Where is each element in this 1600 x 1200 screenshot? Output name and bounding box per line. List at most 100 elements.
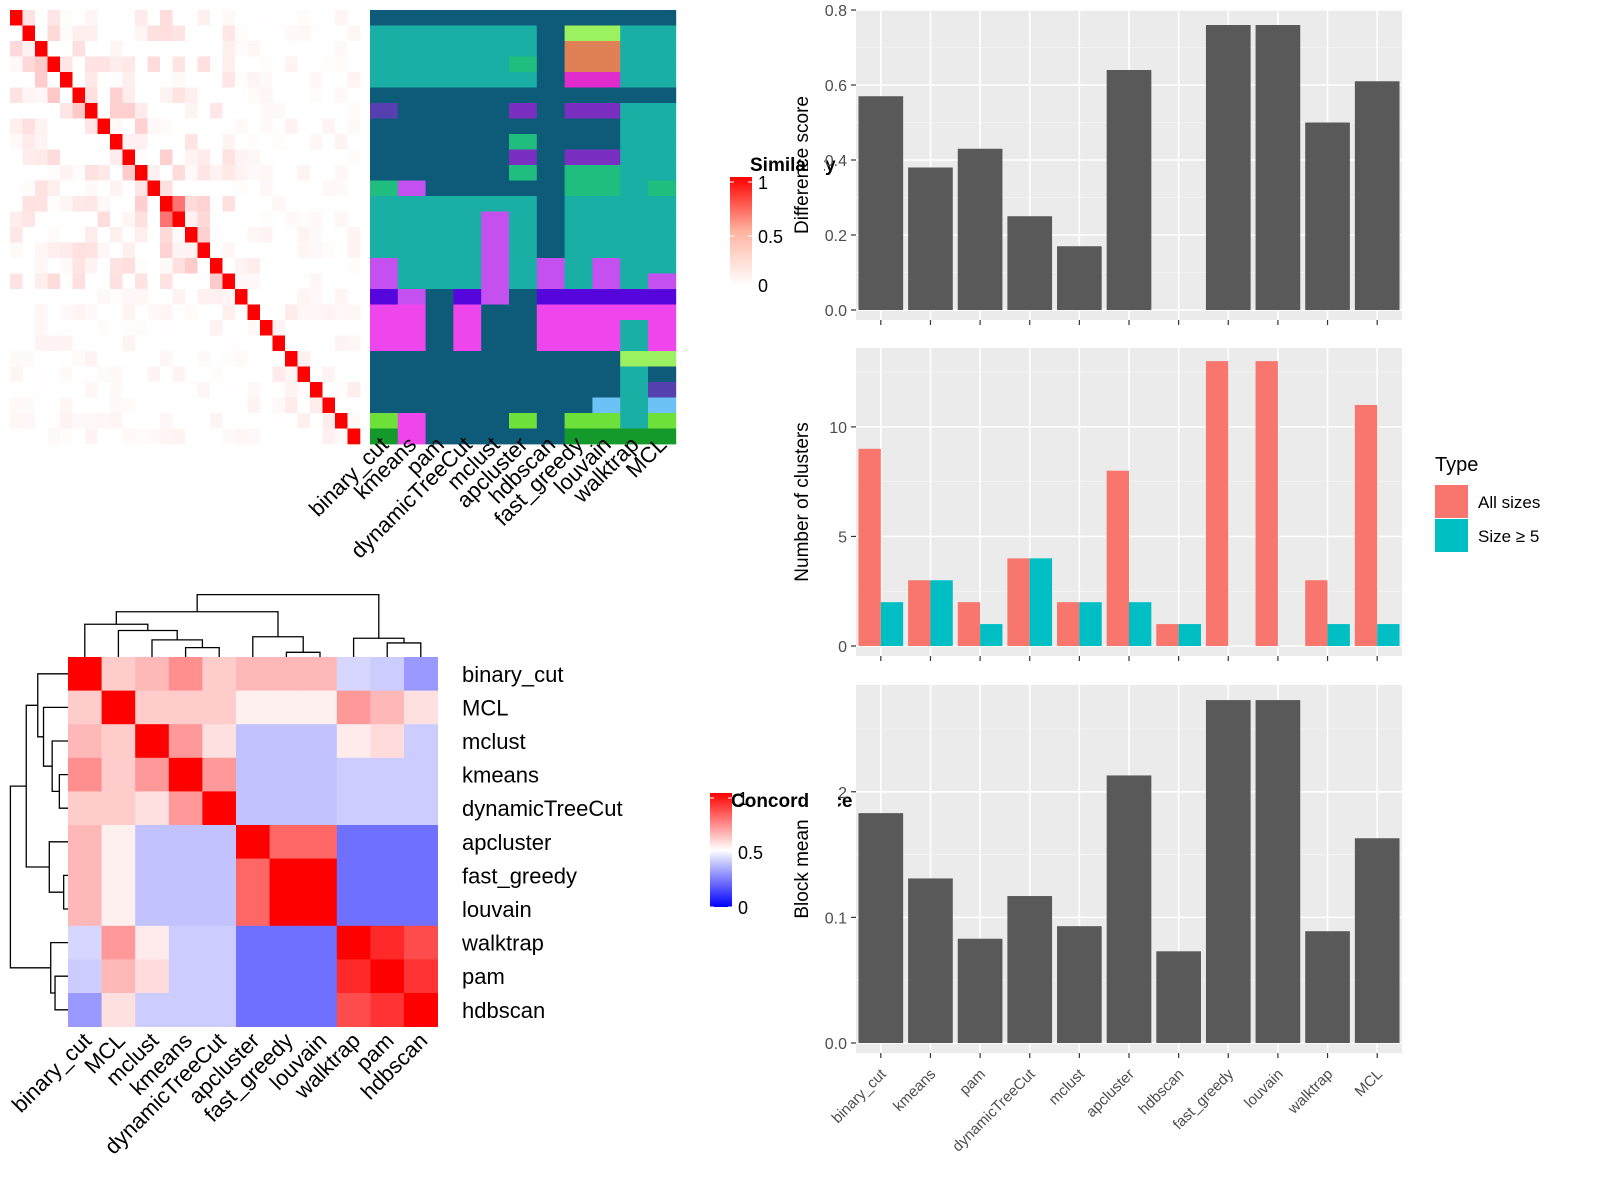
similarity-cell [172, 211, 186, 228]
cluster-cell [620, 397, 649, 414]
similarity-cell [135, 242, 148, 259]
cluster-cell [370, 366, 399, 383]
similarity-cell [297, 196, 311, 212]
similarity-cell [185, 103, 198, 119]
cluster-cell [564, 118, 593, 135]
bar [1178, 624, 1201, 647]
similarity-cell [272, 87, 286, 104]
similarity-cell [122, 10, 136, 26]
bar [1057, 926, 1102, 1043]
similarity-cell [60, 397, 73, 414]
similarity-cell [285, 72, 298, 88]
cluster-cell [481, 134, 510, 150]
concordance-legend-bar [710, 793, 732, 907]
concordance-cell [68, 993, 102, 1027]
similarity-cell [310, 227, 323, 243]
cluster-cell [509, 351, 538, 367]
similarity-cell [235, 351, 248, 367]
similarity-cell [310, 56, 323, 73]
similarity-cell [72, 242, 86, 259]
cluster-cell [397, 413, 426, 429]
similarity-cell [97, 320, 111, 336]
cluster-cell [397, 227, 426, 243]
cluster-cell [370, 382, 399, 398]
similarity-cell [347, 180, 361, 197]
similarity-cell [172, 56, 186, 73]
similarity-cell [10, 118, 23, 135]
similarity-cell [47, 242, 61, 259]
cluster-cell [564, 196, 593, 212]
bar [957, 148, 1003, 310]
similarity-cell [322, 56, 336, 73]
similarity-cell [60, 382, 73, 398]
cluster-cell [648, 304, 677, 321]
similarity-cell [247, 25, 261, 42]
similarity-cell [172, 196, 186, 212]
similarity-cell [347, 118, 361, 135]
concordance-cell [370, 825, 405, 859]
similarity-cell [260, 397, 273, 414]
similarity-cell [235, 10, 248, 26]
similarity-cell [72, 273, 86, 290]
legend-clip [808, 140, 824, 200]
similarity-cell [347, 413, 361, 429]
cluster-cell [592, 72, 621, 88]
similarity-cell [335, 134, 348, 150]
similarity-cell [197, 351, 211, 367]
concordance-cell [168, 825, 203, 859]
concordance-cell [236, 724, 270, 759]
similarity-cell [172, 103, 186, 119]
similarity-cell [260, 413, 273, 429]
similarity-cell [122, 335, 136, 352]
cluster-cell [453, 87, 482, 104]
similarity-cell [335, 41, 348, 57]
cluster-cell [453, 289, 482, 305]
cluster-cell [453, 366, 482, 383]
cluster-cell [370, 41, 399, 57]
similarity-cell [122, 149, 136, 166]
cluster-cell [620, 134, 649, 150]
cluster-cell [620, 289, 649, 305]
similarity-cell [322, 258, 336, 274]
cluster-cell [620, 196, 649, 212]
similarity-cell [97, 242, 111, 259]
similarity-cell [10, 149, 23, 166]
cluster-cell [536, 149, 565, 166]
similarity-cell [322, 242, 336, 259]
similarity-cell [160, 304, 173, 321]
bar [858, 448, 881, 647]
similarity-cell [197, 165, 211, 181]
similarity-cell [110, 258, 123, 274]
similarity-cell [235, 413, 248, 429]
similarity-cell [285, 242, 298, 259]
block-mean-chart: 0.00.10.2Block meanbinary_cutkmeanspamdy… [792, 685, 1402, 1155]
concordance-cell [370, 858, 405, 893]
concordance-cell [236, 657, 270, 691]
similarity-cell [122, 382, 136, 398]
concordance-cell [135, 825, 170, 859]
cluster-cell [620, 428, 649, 445]
similarity-cell [285, 335, 298, 352]
cluster-cell [536, 335, 565, 352]
similarity-cell [10, 134, 23, 150]
similarity-cell [47, 196, 61, 212]
similarity-cell [260, 118, 273, 135]
similarity-cell [322, 118, 336, 135]
cluster-cell [564, 428, 593, 445]
similarity-cell [172, 351, 186, 367]
cluster-cell [509, 165, 538, 181]
cluster-cell [453, 56, 482, 73]
concordance-cell [135, 892, 170, 927]
similarity-cell [35, 258, 48, 274]
cluster-cell [397, 87, 426, 104]
cluster-cell [648, 273, 677, 290]
similarity-cell [172, 165, 186, 181]
similarity-cell [10, 397, 23, 414]
similarity-cell [235, 227, 248, 243]
dendrogram-branch [50, 941, 68, 994]
similarity-cell [335, 87, 348, 104]
cluster-cell [397, 242, 426, 259]
cluster-cell [509, 41, 538, 57]
similarity-cell [85, 242, 98, 259]
